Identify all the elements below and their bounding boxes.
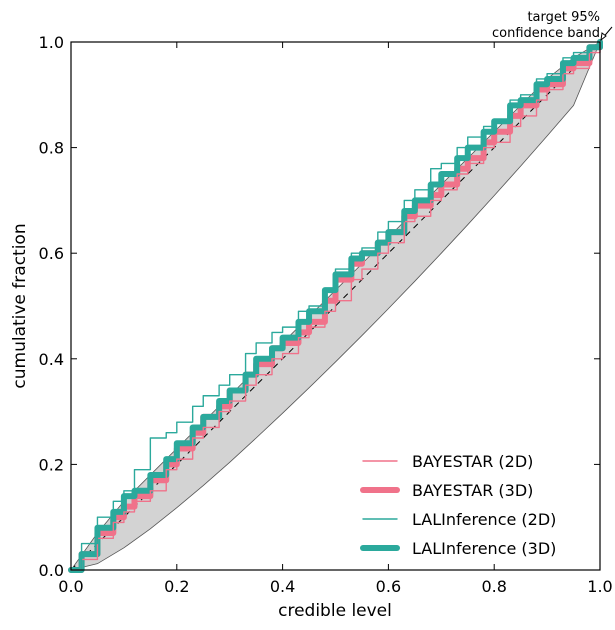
series-line-bayestar-2d <box>70 41 601 571</box>
y-axis-title: cumulative fraction <box>10 223 30 388</box>
plot-frame <box>70 41 601 571</box>
series-layer <box>68 39 603 573</box>
x-tick-label: 0.6 <box>376 577 401 596</box>
y-tick-label: 0.4 <box>39 350 64 369</box>
x-tick-label: 0.2 <box>164 577 189 596</box>
x-tick-label: 0.0 <box>58 577 83 596</box>
legend-label-bayestar-3d: BAYESTAR (3D) <box>412 481 533 500</box>
legend-label-lalinference-2d: LALInference (2D) <box>412 510 556 529</box>
x-tick-label: 1.0 <box>587 577 612 596</box>
x-tick-label: 0.8 <box>481 577 506 596</box>
x-tick-label: 0.4 <box>270 577 295 596</box>
legend: BAYESTAR (2D) BAYESTAR (3D) LALInference (… <box>360 452 556 558</box>
y-tick-label: 1.0 <box>39 33 64 52</box>
x-axis-ticks: 0.0 0.2 0.4 0.6 0.8 1.0 <box>58 42 613 596</box>
series-line-lalinference-2d <box>70 41 601 571</box>
legend-label-bayestar-2d: BAYESTAR (2D) <box>412 452 533 471</box>
y-tick-label: 0.2 <box>39 455 64 474</box>
annotation-line-1: target 95% <box>527 10 600 25</box>
legend-label-lalinference-3d: LALInference (3D) <box>412 539 556 558</box>
annotation-arrowhead <box>600 32 607 42</box>
annotation-line-2: confidence band <box>492 26 600 41</box>
y-tick-label: 0.6 <box>39 244 64 263</box>
y-tick-label: 0.0 <box>39 561 64 580</box>
y-axis-ticks: 0.0 0.2 0.4 0.6 0.8 1.0 <box>39 33 600 580</box>
x-axis-title: credible level <box>278 601 392 621</box>
target-band-annotation: target 95% confidence band <box>492 10 613 42</box>
y-tick-label: 0.8 <box>39 139 64 158</box>
